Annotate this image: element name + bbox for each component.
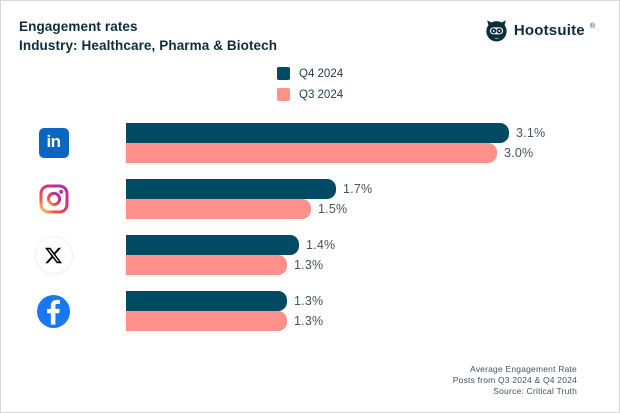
bar-value-label: 1.3% xyxy=(294,294,324,308)
page-subtitle: Industry: Healthcare, Pharma & Biotech xyxy=(19,38,278,53)
brand-name: Hootsuite xyxy=(513,22,585,39)
q4-swatch xyxy=(277,67,290,80)
x-twitter-icon xyxy=(35,237,72,273)
footer-line: Average Engagement Rate xyxy=(470,364,577,374)
bar-linkedin-q4 xyxy=(126,123,509,143)
bar-value-label: 1.3% xyxy=(294,258,324,272)
legend-label: Q3 2024 xyxy=(299,88,344,101)
legend-item-q4: Q4 2024 xyxy=(277,67,343,80)
bar-x-q4 xyxy=(126,235,299,255)
bar-value-label: 1.4% xyxy=(306,238,336,252)
bar-value-label: 1.5% xyxy=(318,202,348,216)
bar-facebook-q3 xyxy=(126,311,287,331)
chart-row-facebook: 1.3% 1.3% xyxy=(1,291,619,331)
hootsuite-owl-icon xyxy=(484,18,509,43)
facebook-icon xyxy=(37,294,70,328)
hootsuite-logo: Hootsuite ® xyxy=(484,18,595,43)
chart-row-linkedin: in 3.1% 3.0% xyxy=(1,123,619,163)
bar-value-label: 3.1% xyxy=(516,126,546,140)
footer-line: Source: Critical Truth xyxy=(493,386,577,396)
legend-label: Q4 2024 xyxy=(299,67,344,80)
chart-row-x: 1.4% 1.3% xyxy=(1,235,619,275)
footer-line: Posts from Q3 2024 & Q4 2024 xyxy=(452,375,577,385)
q3-swatch xyxy=(277,88,290,101)
bar-x-q3 xyxy=(126,255,287,275)
bar-linkedin-q3 xyxy=(126,143,497,163)
legend-item-q3: Q3 2024 xyxy=(277,88,343,101)
bar-value-label: 3.0% xyxy=(504,146,534,160)
linkedin-icon: in xyxy=(38,128,69,158)
page-title: Engagement rates xyxy=(19,19,138,34)
chart-row-instagram: 1.7% 1.5% xyxy=(1,179,619,219)
bar-instagram-q3 xyxy=(126,199,311,219)
bar-value-label: 1.7% xyxy=(343,182,373,196)
bar-facebook-q4 xyxy=(126,291,287,311)
header: Engagement rates Industry: Healthcare, P… xyxy=(19,17,277,55)
bar-chart: in 3.1% 3.0% xyxy=(1,123,619,347)
chart-legend: Q4 2024 Q3 2024 xyxy=(277,67,343,101)
bar-value-label: 1.3% xyxy=(294,314,324,328)
bar-instagram-q4 xyxy=(126,179,336,199)
source-note: Average Engagement Rate Posts from Q3 20… xyxy=(453,364,577,397)
registered-mark: ® xyxy=(589,23,595,30)
instagram-icon xyxy=(39,184,69,214)
